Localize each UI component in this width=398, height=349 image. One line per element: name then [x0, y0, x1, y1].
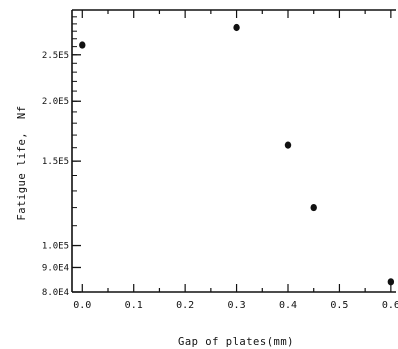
x-axis-title: Gap of plates(mm): [178, 336, 294, 348]
data-point: [387, 278, 395, 286]
y-tick-label: 9.0E4: [42, 263, 69, 273]
y-tick-label: 2.5E5: [42, 51, 69, 61]
data-point: [284, 141, 292, 149]
data-point: [310, 203, 317, 212]
y-axis-title-symbol: Nf: [16, 105, 28, 119]
y-tick-label: 8.0E4: [42, 288, 69, 298]
x-tick-label: 0.1: [125, 300, 143, 311]
x-tick-label: 0.0: [73, 300, 91, 311]
x-tick-label: 0.3: [228, 300, 246, 311]
x-tick-label: 0.4: [279, 300, 297, 311]
x-tick-label: 0.2: [176, 300, 194, 311]
y-tick-label: 2.0E5: [42, 97, 69, 107]
x-tick-label: 0.5: [330, 300, 348, 311]
data-points: [79, 23, 395, 286]
x-tick-label: 0.6: [382, 300, 398, 311]
y-axis-title: Fatigue life, Nf: [16, 105, 28, 220]
y-axis-title-group: Fatigue life, Nf: [16, 105, 28, 220]
plot-frame: [71, 9, 396, 293]
y-tick-label: 1.5E5: [42, 157, 69, 167]
data-point: [79, 41, 86, 49]
data-point: [233, 23, 240, 32]
y-tick-label: 1.0E5: [42, 242, 69, 252]
y-axis-title-text: Fatigue life,: [16, 132, 28, 221]
y-axis-ticks: 2.5E5 2.0E5 1.5E5 1.0E5 9.0E4 8.0E4: [42, 16, 81, 298]
x-axis-ticks: 0.0 0.1 0.2 0.3 0.4 0.5 0.6: [73, 10, 398, 311]
